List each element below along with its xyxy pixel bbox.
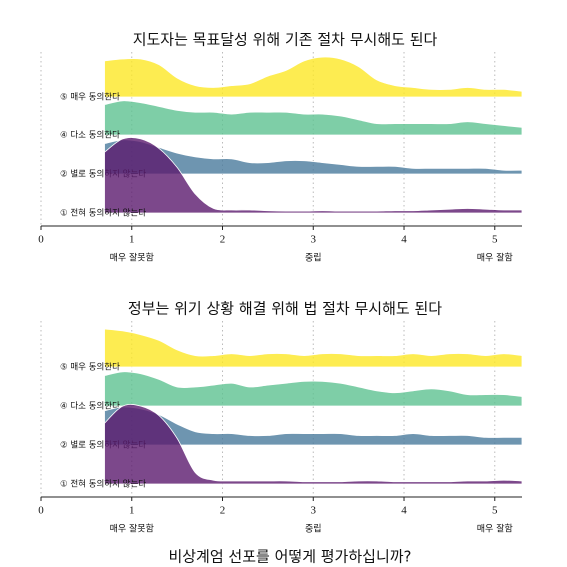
x-anchor-label: 매우 잘못함	[110, 523, 154, 535]
x-tick-label: 1	[129, 505, 135, 517]
x-anchor-label: 중립	[305, 524, 322, 535]
x-tick-label: 3	[311, 234, 317, 246]
row-label: ① 전혀 동의하지 않는다	[60, 479, 146, 490]
chart-title: 정부는 위기 상황 해결 위해 법 절차 무시해도 된다	[128, 300, 442, 318]
x-tick-label: 5	[492, 505, 498, 517]
density-area	[104, 137, 523, 214]
x-axis-title: 비상계엄 선포를 어떻게 평가하십니까?	[168, 548, 411, 566]
x-anchor-label: 매우 잘함	[477, 252, 513, 264]
density-area	[104, 139, 523, 175]
density-area	[104, 371, 523, 407]
density-area	[104, 406, 523, 446]
x-tick-label: 0	[38, 505, 44, 517]
x-tick-label: 4	[401, 505, 407, 517]
row-label: ④ 다소 동의한다	[60, 130, 120, 141]
row-label: ⑤ 매우 동의한다	[60, 362, 120, 373]
density-area	[104, 56, 523, 98]
x-tick-label: 2	[220, 234, 226, 246]
x-tick-label: 0	[38, 234, 44, 246]
x-anchor-label: 중립	[305, 253, 322, 264]
row-label: ① 전혀 동의하지 않는다	[60, 208, 146, 219]
x-anchor-label: 매우 잘못함	[110, 252, 154, 264]
x-anchor-label: 매우 잘함	[477, 523, 513, 535]
row-label: ② 별로 동의하지 않는다	[60, 169, 146, 180]
density-area	[104, 100, 523, 136]
density-area	[104, 328, 523, 368]
x-tick-label: 4	[401, 234, 407, 246]
row-label: ② 별로 동의하지 않는다	[60, 440, 146, 451]
x-tick-label: 5	[492, 234, 498, 246]
row-label: ④ 다소 동의한다	[60, 401, 120, 412]
x-tick-label: 1	[129, 234, 135, 246]
row-label: ⑤ 매우 동의한다	[60, 92, 120, 103]
x-tick-label: 3	[311, 505, 317, 517]
x-tick-label: 2	[220, 505, 226, 517]
chart-title: 지도자는 목표달성 위해 기존 절차 무시해도 된다	[133, 31, 438, 49]
density-area	[104, 404, 523, 485]
